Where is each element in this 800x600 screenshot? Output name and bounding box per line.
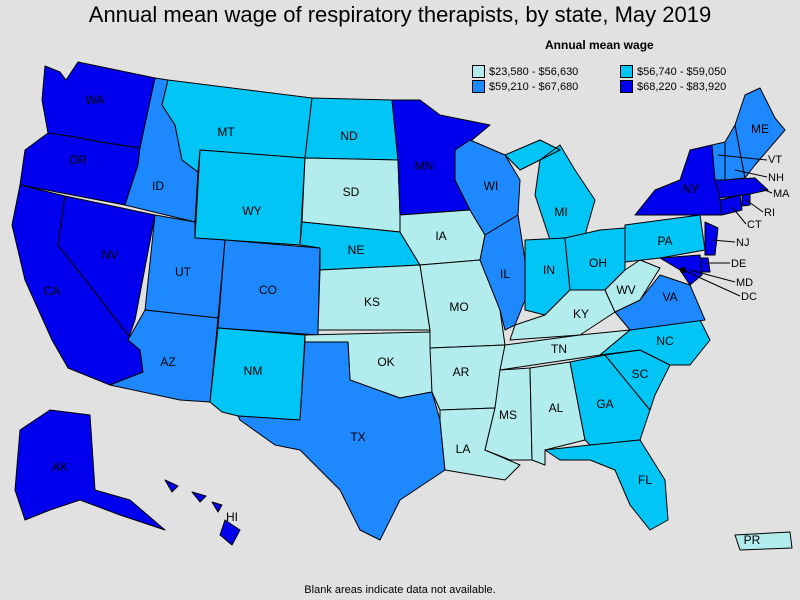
label-ok: OK [377, 355, 394, 369]
legend-item-tier-2: $56,740 - $59,050 [620, 65, 726, 78]
state-hi[interactable] [164, 479, 241, 546]
state-ny[interactable] [634, 144, 723, 216]
label-sd: SD [343, 185, 360, 199]
legend-swatch [620, 80, 633, 93]
label-vt: VT [768, 154, 782, 166]
label-mn: MN [415, 159, 434, 173]
label-mo: MO [449, 300, 468, 314]
label-ak: AK [52, 460, 68, 474]
label-ga: GA [596, 397, 613, 411]
label-oh: OH [589, 256, 607, 270]
label-nv: NV [102, 248, 119, 262]
label-ms: MS [499, 408, 517, 422]
label-tx: TX [350, 430, 365, 444]
state-wv[interactable] [604, 259, 661, 313]
state-ak[interactable] [14, 409, 166, 531]
label-nd: ND [340, 129, 358, 143]
label-md: MD [736, 277, 753, 289]
label-al: AL [549, 401, 564, 415]
label-mi: MI [554, 205, 567, 219]
map-title: Annual mean wage of respiratory therapis… [88, 2, 712, 27]
footnote: Blank areas indicate data not available. [304, 584, 496, 596]
label-hi: HI [226, 510, 238, 524]
label-de: DE [731, 258, 746, 270]
legend-item-tier-4: $68,220 - $83,920 [620, 80, 726, 93]
label-id: ID [152, 179, 164, 193]
label-ca: CA [44, 284, 61, 298]
legend-item-tier-1: $23,580 - $56,630 [472, 65, 578, 78]
label-ma: MA [773, 188, 790, 200]
legend-label: $59,210 - $67,680 [489, 80, 579, 93]
legend-swatch [620, 65, 633, 78]
state-pa[interactable] [624, 214, 706, 263]
label-ar: AR [453, 365, 470, 379]
label-wa: WA [86, 93, 105, 107]
label-ny: NY [683, 182, 700, 196]
label-ia: IA [435, 229, 446, 243]
label-mt: MT [217, 125, 235, 139]
legend-swatch [472, 80, 485, 93]
label-nc: NC [656, 334, 674, 348]
state-me[interactable] [734, 87, 786, 179]
leader-lines [682, 154, 773, 297]
legend-item-tier-3: $59,210 - $67,680 [472, 80, 578, 93]
label-ri: RI [764, 207, 775, 219]
label-pr: PR [744, 533, 761, 547]
label-la: LA [456, 442, 471, 456]
state-labels: WA OR CA NV ID MT WY UT AZ CO NM ND SD N… [44, 93, 790, 547]
legend-title: Annual mean wage [545, 38, 654, 52]
state-pr[interactable] [734, 531, 793, 551]
label-pa: PA [657, 234, 672, 248]
state-ma[interactable] [714, 177, 769, 199]
label-in: IN [543, 263, 555, 277]
state-az[interactable] [109, 309, 219, 403]
label-dc: DC [741, 291, 757, 303]
label-nj: NJ [736, 237, 749, 249]
label-ut: UT [175, 265, 192, 279]
legend-label: $56,740 - $59,050 [637, 65, 727, 78]
label-wy: WY [242, 204, 261, 218]
dc-marker [680, 267, 686, 273]
label-tn: TN [551, 342, 567, 356]
legend-label: $68,220 - $83,920 [637, 80, 727, 93]
label-or: OR [69, 153, 87, 167]
state-wy[interactable] [194, 149, 306, 246]
label-wi: WI [484, 179, 499, 193]
label-ks: KS [364, 295, 380, 309]
state-nj[interactable] [704, 221, 719, 256]
label-fl: FL [638, 473, 652, 487]
label-nh: NH [768, 172, 784, 184]
label-me: ME [751, 122, 769, 136]
label-ne: NE [348, 243, 365, 257]
label-wv: WV [616, 283, 635, 297]
label-az: AZ [160, 355, 175, 369]
legend-label: $23,580 - $56,630 [489, 65, 579, 78]
label-il: IL [500, 267, 510, 281]
label-ct: CT [747, 219, 762, 231]
state-tx[interactable] [237, 341, 446, 541]
label-va: VA [662, 290, 677, 304]
legend-swatch [472, 65, 485, 78]
label-nm: NM [244, 364, 263, 378]
label-co: CO [259, 283, 277, 297]
label-ky: KY [573, 307, 589, 321]
state-fl[interactable] [544, 439, 669, 531]
label-sc: SC [632, 367, 649, 381]
